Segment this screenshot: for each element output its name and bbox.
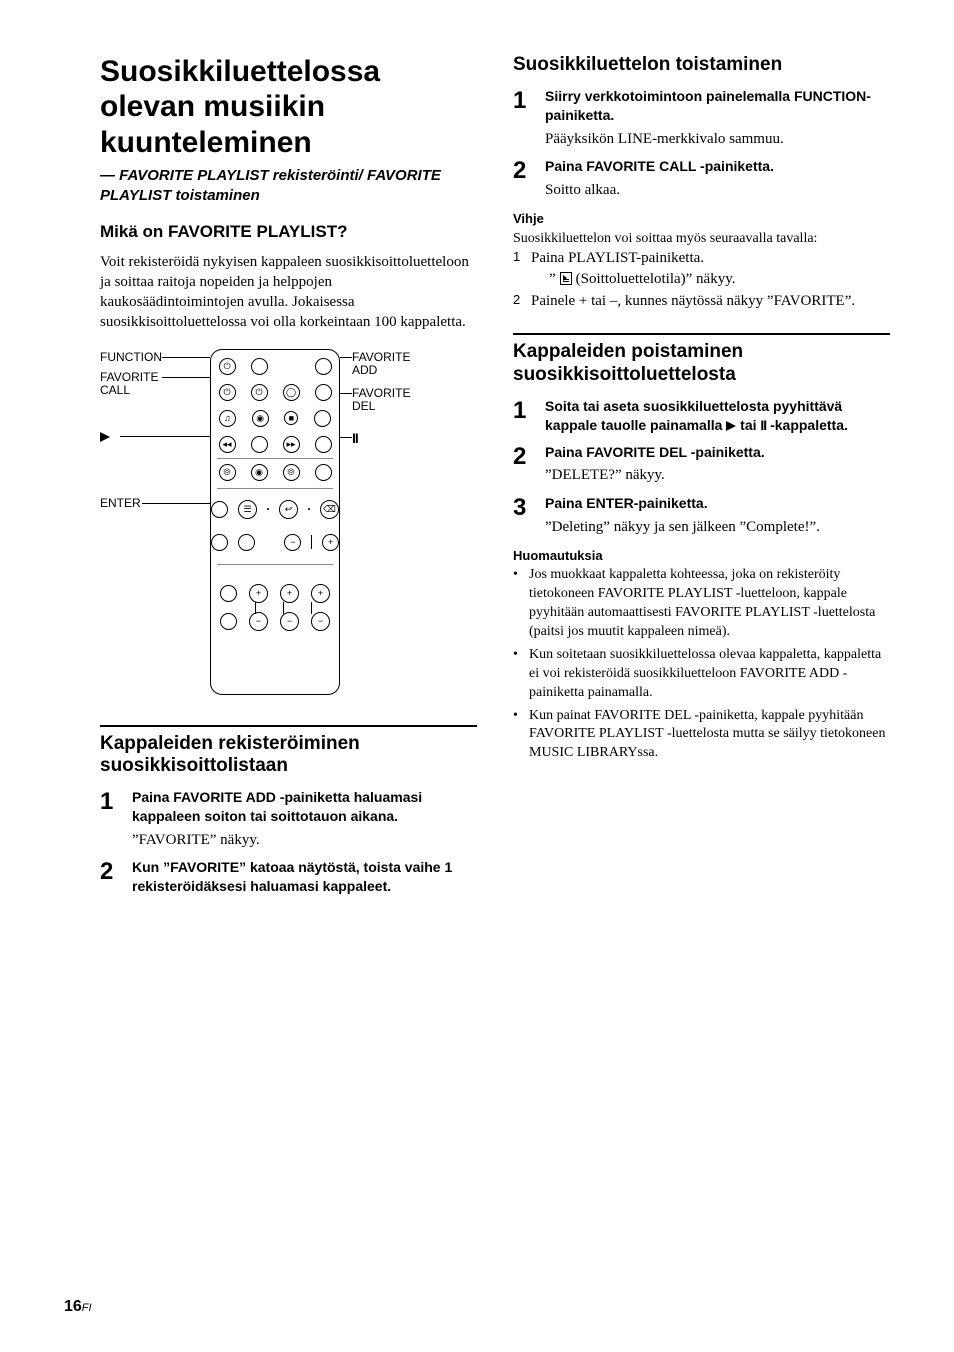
tip-line2: Painele + tai –, kunnes näytössä näkyy ”…: [531, 291, 855, 311]
delete-title: Kappaleiden poistaminen suosikkisoittolu…: [513, 341, 890, 387]
tip-intro: Suosikkiluettelon voi soittaa myös seura…: [513, 230, 890, 249]
remote-body: ⏻ ⏻ ⏻ ◯ ♫ ◉ ■: [210, 349, 340, 695]
play-step1-bold: Siirry verkkotoimintoon painelemalla FUN…: [545, 87, 890, 125]
step-number: 3: [513, 494, 533, 520]
label-favorite-add: FAVORITEADD: [352, 351, 410, 377]
page-number: 16FI: [64, 1296, 92, 1318]
play-step1-plain: Pääyksikön LINE-merkkivalo sammuu.: [545, 129, 890, 149]
delete-step2-bold: Paina FAVORITE DEL -painiketta.: [545, 443, 890, 462]
register-step1-bold: Paina FAVORITE ADD -painiketta haluamasi…: [132, 788, 477, 826]
question-body: Voit rekisteröidä nykyisen kappaleen suo…: [100, 252, 477, 333]
subtitle: — FAVORITE PLAYLIST rekisteröinti/ FAVOR…: [100, 166, 477, 207]
notes-heading: Huomautuksia: [513, 547, 890, 565]
page-title: Suosikkiluettelossa olevan musiikin kuun…: [100, 54, 477, 160]
step-number: 2: [513, 157, 533, 183]
playlist-icon: [560, 272, 572, 285]
delete-step3-bold: Paina ENTER-painiketta.: [545, 494, 890, 513]
question-heading: Mikä on FAVORITE PLAYLIST?: [100, 221, 477, 244]
tip-line1: Paina PLAYLIST-painiketta.: [531, 250, 704, 266]
label-pause: II: [352, 431, 358, 446]
delete-step1-bold: Soita tai aseta suosikkiluettelosta pyyh…: [545, 397, 890, 435]
register-title: Kappaleiden rekisteröiminen suosikkisoit…: [100, 733, 477, 779]
label-favorite-del: FAVORITEDEL: [352, 387, 410, 413]
notes-list: •Jos muokkaat kappaletta kohteessa, joka…: [513, 566, 890, 763]
note-2: Kun soitetaan suosikkiluettelossa olevaa…: [529, 646, 890, 703]
note-1: Jos muokkaat kappaletta kohteessa, joka …: [529, 566, 890, 642]
register-step2-bold: Kun ”FAVORITE” katoaa näytöstä, toista v…: [132, 858, 477, 896]
label-favorite-call: FAVORITECALL: [100, 371, 158, 397]
tip-line1-sub: ” (Soittoluettelotila)” näkyy.: [549, 269, 736, 289]
play-step2-plain: Soitto alkaa.: [545, 180, 890, 200]
play-icon: [726, 421, 736, 431]
step-number: 2: [513, 443, 533, 469]
step-number: 1: [100, 788, 120, 814]
tip-heading: Vihje: [513, 210, 890, 228]
label-play: [100, 431, 110, 444]
label-enter: ENTER: [100, 497, 141, 510]
delete-step2-plain: ”DELETE?” näkyy.: [545, 465, 890, 485]
note-3: Kun painat FAVORITE DEL -painiketta, kap…: [529, 707, 890, 764]
register-step1-plain: ”FAVORITE” näkyy.: [132, 830, 477, 850]
play-title: Suosikkiluettelon toistaminen: [513, 54, 890, 77]
step-number: 2: [100, 858, 120, 884]
delete-step3-plain: ”Deleting” näkyy ja sen jälkeen ”Complet…: [545, 517, 890, 537]
step-number: 1: [513, 87, 533, 113]
play-step2-bold: Paina FAVORITE CALL -painiketta.: [545, 157, 890, 176]
tip-list: 1 Paina PLAYLIST-painiketta. ” (Soittolu…: [513, 248, 890, 311]
label-function: FUNCTION: [100, 351, 162, 364]
remote-diagram: FUNCTION FAVORITECALL ENTER FAVORITEADD …: [100, 343, 430, 703]
step-number: 1: [513, 397, 533, 423]
